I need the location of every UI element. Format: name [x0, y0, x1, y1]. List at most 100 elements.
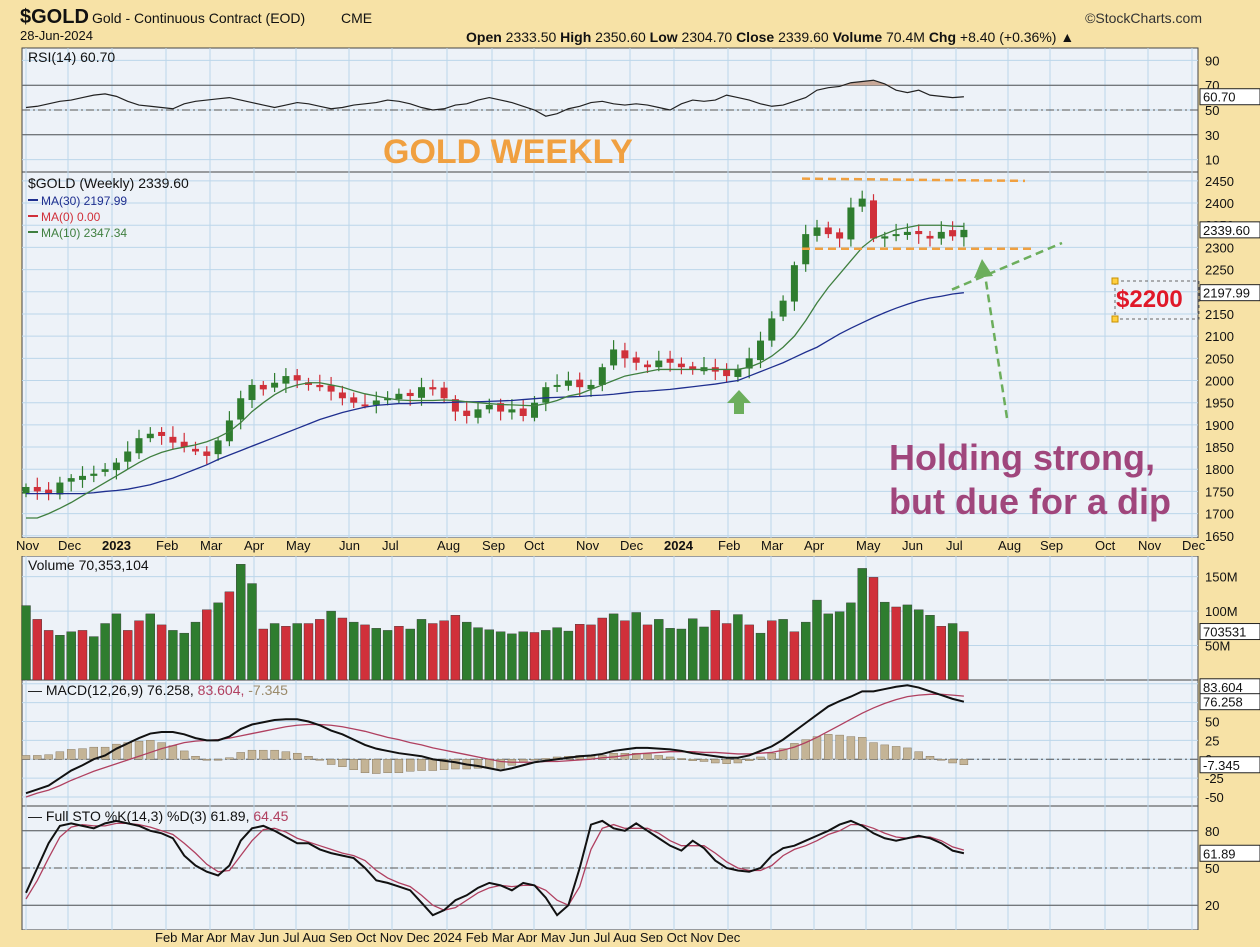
x-tick-label: Mar [761, 538, 784, 553]
candle-down [677, 363, 685, 368]
candle-down [192, 448, 199, 452]
volume-bar-up [269, 623, 280, 681]
candle-up [485, 404, 493, 410]
macd-histogram-bar [756, 756, 765, 760]
candle-up [937, 231, 945, 239]
candle-up [813, 227, 821, 236]
candle-up [790, 265, 798, 302]
volume-bar-up [812, 599, 822, 681]
volume-tick-label: 150M [1205, 570, 1238, 585]
macd-histogram-bar [846, 736, 856, 760]
candle-down [259, 384, 267, 390]
macd-histogram-bar [44, 754, 53, 760]
candle-up [598, 367, 606, 385]
rsi-line [25, 79, 964, 117]
macd-histogram-bar [213, 759, 223, 761]
box-handle [1111, 277, 1119, 285]
volume-bar-up [801, 621, 811, 681]
volume-bar-up [21, 605, 31, 681]
x-tick-label: Jun [339, 538, 360, 553]
volume-bar-up [823, 613, 833, 681]
macd-histogram-bar [439, 759, 449, 770]
x-tick-label: 2024 [664, 538, 694, 553]
volume-bar-up [111, 613, 122, 681]
macd-histogram-bar [654, 755, 663, 760]
macd-histogram-bar [157, 742, 166, 760]
macd-histogram-bar [914, 751, 923, 760]
volume-bar-down [428, 623, 438, 681]
volume-bar-down [936, 626, 946, 681]
candle-down [440, 387, 448, 399]
macd-histogram-bar [835, 734, 844, 760]
macd-histogram-bar [745, 759, 754, 761]
arrow-shaft [983, 274, 1009, 419]
macd-tick-label: -50 [1205, 790, 1224, 805]
candle-down [327, 385, 335, 392]
volume-bar-down [529, 632, 540, 681]
candle-down [158, 431, 166, 436]
macd-histogram-bar [959, 759, 969, 765]
volume-bar-up [733, 614, 743, 681]
volume-bar-up [405, 628, 415, 681]
macd-histogram-bar [349, 759, 358, 770]
price-tick-label: 1800 [1205, 462, 1234, 477]
macd-histogram-bar [191, 756, 200, 760]
ohlc-line: Open 2333.50 High 2350.60 Low 2304.70 Cl… [466, 29, 1074, 45]
x-tick-label: Dec [1182, 538, 1206, 553]
candle-down [169, 436, 177, 443]
candle-down [45, 489, 53, 494]
macd-histogram-bar [778, 748, 788, 760]
candle-down [429, 387, 437, 390]
volume-bar-down [439, 620, 449, 681]
volume-bar-down [868, 577, 879, 681]
price-tick-label: 2450 [1205, 174, 1234, 189]
volume-bar-down [134, 620, 144, 681]
candle-up [372, 400, 380, 405]
volume-bar-down [303, 623, 314, 681]
volume-bar-down [586, 624, 596, 681]
projection-dashed-line [951, 241, 1063, 291]
macd-histogram-bar [33, 755, 42, 760]
candle-up [474, 409, 482, 418]
macd-histogram-bar [858, 737, 867, 760]
macd-tick-label: 25 [1205, 733, 1219, 748]
exchange-label: CME [341, 10, 372, 26]
sto-d-line [25, 822, 965, 911]
candle-up [135, 438, 143, 454]
volume-bar-up [654, 619, 664, 681]
candle-down [293, 375, 301, 381]
macd-signal-line [25, 693, 964, 798]
macd-hist-last-label: -7.345 [1203, 758, 1240, 773]
macd-title: — MACD(12,26,9) 76.258, 83.604, -7.345 [28, 682, 288, 698]
volume-bar-up [416, 619, 427, 681]
candle-up [553, 384, 561, 387]
candle-down [666, 358, 674, 363]
macd-histogram-bar [179, 750, 189, 760]
source-label: ©StockCharts.com [1085, 10, 1202, 26]
sto-tick-label: 80 [1205, 824, 1219, 839]
volume-last-label: 703531 [1203, 625, 1246, 640]
candle-up [881, 236, 889, 239]
candle-up [960, 229, 968, 238]
volume-bar-down [744, 624, 754, 681]
candle-down [203, 451, 211, 456]
macd-histogram-bar [903, 747, 912, 760]
volume-last-box [1199, 623, 1260, 641]
volume-bar-up [608, 613, 619, 681]
price-tick-label: 1950 [1205, 396, 1234, 411]
volume-bar-up [507, 633, 517, 681]
price-tick-label: 1650 [1205, 529, 1234, 544]
volume-bar-up [846, 602, 856, 681]
macd-histogram-bar [801, 739, 810, 760]
price-tick-label: 2300 [1205, 240, 1234, 255]
candle-down [870, 200, 877, 239]
arrow-head-icon [974, 259, 993, 278]
title-annotation: GOLD WEEKLY [383, 133, 633, 171]
volume-bar-up [473, 627, 483, 681]
rsi-last-label: 60.70 [1203, 90, 1236, 105]
macd-histogram-bar [733, 759, 743, 764]
x-tick-label: Dec [58, 538, 82, 553]
candle-up [146, 433, 154, 439]
volume-bar-up [834, 611, 845, 681]
